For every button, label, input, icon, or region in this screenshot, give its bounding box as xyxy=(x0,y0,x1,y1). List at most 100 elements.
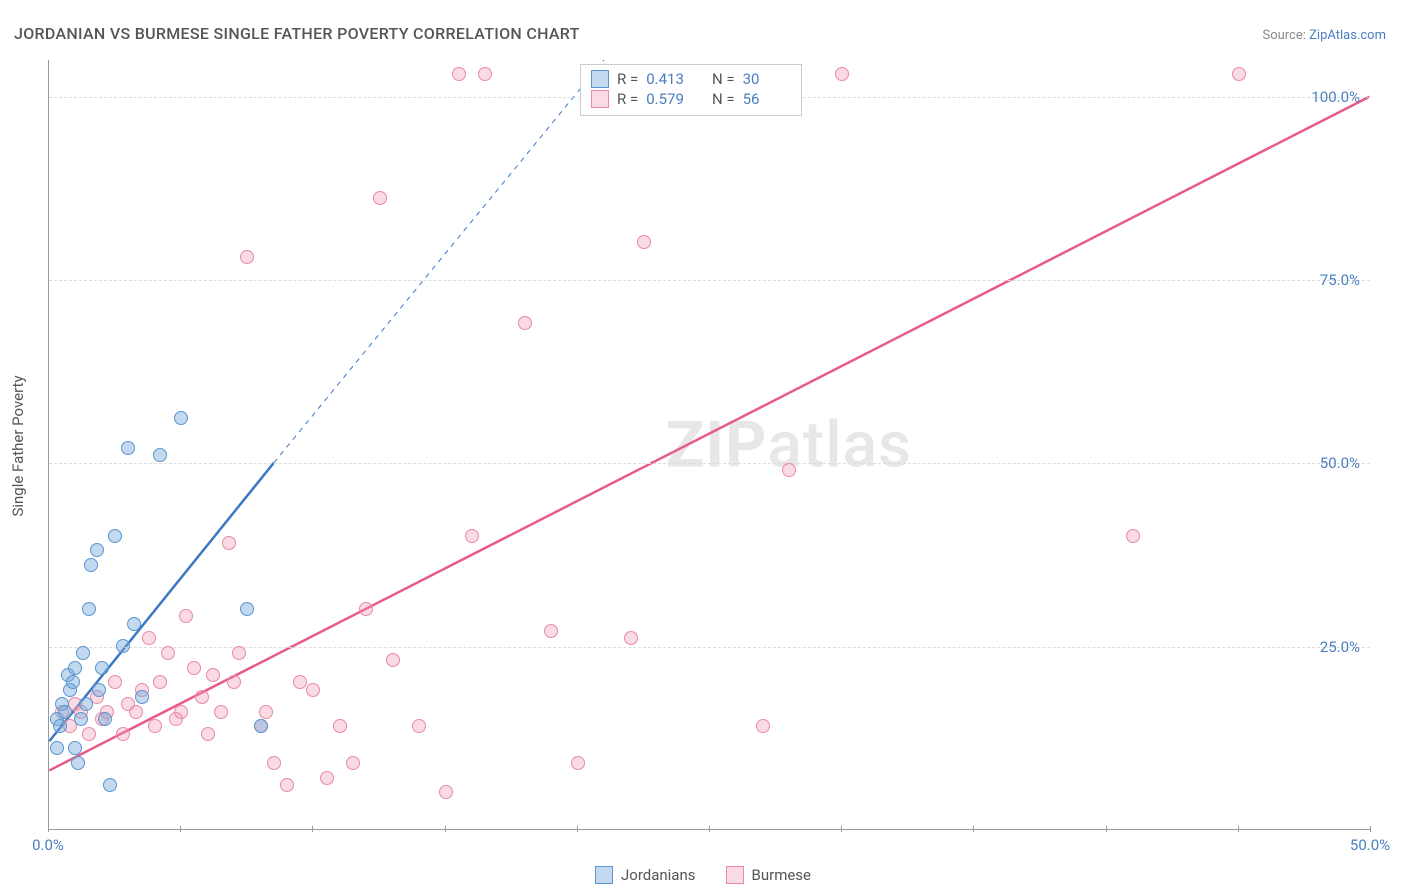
scatter-point xyxy=(465,529,479,543)
scatter-point xyxy=(58,705,72,719)
scatter-point xyxy=(127,617,141,631)
scatter-point xyxy=(95,661,109,675)
y-tick-label: 75.0% xyxy=(1320,271,1360,289)
scatter-point xyxy=(259,705,273,719)
scatter-point xyxy=(79,697,93,711)
scatter-point xyxy=(82,602,96,616)
trend-line xyxy=(49,97,1369,771)
scatter-point xyxy=(174,705,188,719)
scatter-point xyxy=(637,235,651,249)
r-value-burmese: 0.579 xyxy=(646,90,692,108)
source-link[interactable]: ZipAtlas.com xyxy=(1309,28,1386,43)
scatter-point xyxy=(161,646,175,660)
scatter-point xyxy=(293,675,307,689)
scatter-point xyxy=(68,661,82,675)
scatter-point xyxy=(153,448,167,462)
scatter-point xyxy=(373,191,387,205)
scatter-point xyxy=(187,661,201,675)
scatter-point xyxy=(214,705,228,719)
chart-title: JORDANIAN VS BURMESE SINGLE FATHER POVER… xyxy=(14,24,580,43)
scatter-point xyxy=(267,756,281,770)
scatter-point xyxy=(333,719,347,733)
plot-area: ZIPatlas 25.0%50.0%75.0%100.0% xyxy=(48,60,1370,830)
legend-item-burmese: Burmese xyxy=(726,866,812,884)
grid-line xyxy=(49,463,1370,464)
scatter-point xyxy=(195,690,209,704)
legend-label-burmese: Burmese xyxy=(752,866,812,884)
x-tick-mark xyxy=(445,826,446,832)
scatter-point xyxy=(148,719,162,733)
scatter-point xyxy=(386,653,400,667)
x-tick-mark xyxy=(973,826,974,832)
swatch-pink xyxy=(591,90,609,108)
scatter-point xyxy=(108,675,122,689)
scatter-point xyxy=(103,778,117,792)
scatter-point xyxy=(240,250,254,264)
scatter-point xyxy=(50,741,64,755)
grid-line xyxy=(49,280,1370,281)
swatch-blue xyxy=(591,70,609,88)
scatter-point xyxy=(90,543,104,557)
swatch-blue xyxy=(595,866,613,884)
scatter-point xyxy=(227,675,241,689)
n-label: N = xyxy=(712,70,735,88)
scatter-point xyxy=(84,558,98,572)
scatter-point xyxy=(201,727,215,741)
scatter-point xyxy=(174,411,188,425)
trend-lines-svg xyxy=(49,60,1370,829)
source-prefix: Source: xyxy=(1262,28,1309,43)
x-tick-mark xyxy=(841,826,842,832)
y-tick-label: 100.0% xyxy=(1311,88,1360,106)
x-tick-mark xyxy=(48,826,49,832)
scatter-point xyxy=(66,675,80,689)
scatter-point xyxy=(306,683,320,697)
scatter-point xyxy=(108,529,122,543)
x-tick-mark xyxy=(180,826,181,832)
scatter-point xyxy=(142,631,156,645)
r-label: R = xyxy=(617,70,638,88)
x-tick-label: 50.0% xyxy=(1350,836,1390,854)
scatter-point xyxy=(320,771,334,785)
grid-line xyxy=(49,647,1370,648)
scatter-point xyxy=(76,646,90,660)
source-attribution: Source: ZipAtlas.com xyxy=(1262,28,1386,43)
scatter-point xyxy=(280,778,294,792)
scatter-point xyxy=(135,690,149,704)
scatter-point xyxy=(544,624,558,638)
x-tick-mark xyxy=(1370,826,1371,832)
scatter-point xyxy=(74,712,88,726)
x-tick-mark xyxy=(1238,826,1239,832)
watermark-bold: ZIP xyxy=(666,407,768,482)
scatter-point xyxy=(624,631,638,645)
x-tick-mark xyxy=(577,826,578,832)
scatter-point xyxy=(116,639,130,653)
legend-label-jordanians: Jordanians xyxy=(621,866,696,884)
scatter-point xyxy=(179,609,193,623)
scatter-point xyxy=(1232,67,1246,81)
scatter-point xyxy=(240,602,254,616)
legend-item-jordanians: Jordanians xyxy=(595,866,696,884)
scatter-point xyxy=(346,756,360,770)
scatter-point xyxy=(782,463,796,477)
scatter-point xyxy=(153,675,167,689)
x-tick-mark xyxy=(709,826,710,832)
scatter-point xyxy=(478,67,492,81)
scatter-point xyxy=(121,441,135,455)
swatch-pink xyxy=(726,866,744,884)
scatter-point xyxy=(835,67,849,81)
y-axis-label: Single Father Poverty xyxy=(9,375,27,516)
n-label: N = xyxy=(712,90,735,108)
scatter-point xyxy=(98,712,112,726)
scatter-point xyxy=(571,756,585,770)
y-tick-label: 50.0% xyxy=(1320,454,1360,472)
trend-line xyxy=(274,60,604,463)
stats-row-jordanians: R = 0.413 N = 30 xyxy=(591,69,789,89)
x-tick-mark xyxy=(312,826,313,832)
scatter-point xyxy=(756,719,770,733)
scatter-point xyxy=(71,756,85,770)
scatter-point xyxy=(412,719,426,733)
x-tick-label: 0.0% xyxy=(32,836,64,854)
scatter-point xyxy=(129,705,143,719)
scatter-point xyxy=(518,316,532,330)
x-tick-mark xyxy=(1106,826,1107,832)
